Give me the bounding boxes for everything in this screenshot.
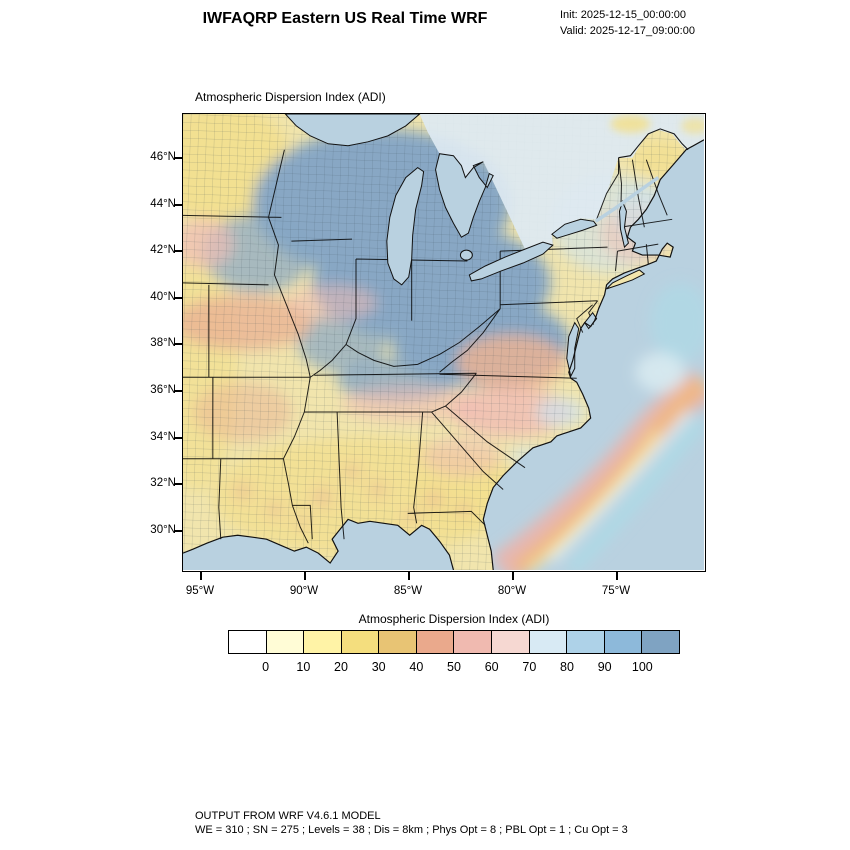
great-lakes xyxy=(284,113,629,378)
canada-region xyxy=(419,114,704,250)
lon-label: 80°W xyxy=(497,585,527,597)
lake-champlain xyxy=(618,199,629,249)
colorbar-tick-label: 60 xyxy=(484,660,499,674)
lat-tick xyxy=(174,157,182,159)
colorbar-title: Atmospheric Dispersion Index (ADI) xyxy=(358,612,550,626)
colorbar-box xyxy=(415,630,455,654)
colorbar-tick-label: 0 xyxy=(262,660,270,674)
lake-ontario xyxy=(551,218,598,239)
colorbar-tick-label: 30 xyxy=(371,660,386,674)
colorbar-box xyxy=(603,630,643,654)
colorbar-box xyxy=(265,630,305,654)
page-title: IWFAQRP Eastern US Real Time WRF xyxy=(202,10,488,27)
colorbar-tick-label: 20 xyxy=(334,660,348,674)
lat-label: 40°N xyxy=(150,291,176,303)
lon-tick xyxy=(512,571,514,580)
colorbar-ticks: 0 10 20 30 40 50 60 70 80 90 100 xyxy=(228,660,680,676)
lat-label: 34°N xyxy=(150,431,176,443)
lake-st-clair xyxy=(459,249,473,261)
international-border xyxy=(618,128,689,159)
lat-tick xyxy=(174,297,182,299)
colorbar-boxes xyxy=(228,630,680,654)
lat-label: 38°N xyxy=(150,337,176,349)
colorbar-box xyxy=(340,630,380,654)
wrf-map xyxy=(182,113,714,584)
lat-tick xyxy=(174,437,182,439)
lat-tick xyxy=(174,483,182,485)
lon-tick xyxy=(408,571,410,580)
colorbar-tick-label: 40 xyxy=(409,660,424,674)
lon-label: 75°W xyxy=(601,585,631,597)
lat-tick xyxy=(174,343,182,345)
lon-label: 85°W xyxy=(393,585,423,597)
lon-label: 90°W xyxy=(289,585,319,597)
lake-superior xyxy=(284,113,421,147)
valid-time-label: Valid: 2025-12-17_09:00:00 xyxy=(560,24,695,37)
lat-label: 36°N xyxy=(150,384,176,396)
coastline xyxy=(182,139,705,571)
gulf-stream xyxy=(491,282,714,584)
long-island xyxy=(606,269,646,290)
colorbar-box xyxy=(303,630,342,654)
lat-tick xyxy=(174,390,182,392)
lat-tick xyxy=(174,530,182,532)
colorbar-box xyxy=(528,630,568,654)
footer-model-line: OUTPUT FROM WRF V4.6.1 MODEL xyxy=(195,810,381,822)
lon-tick xyxy=(616,571,618,580)
lat-label: 46°N xyxy=(150,151,176,163)
st-lawrence-river xyxy=(594,176,660,223)
chesapeake-bay xyxy=(566,321,580,378)
colorbar-box xyxy=(491,630,530,654)
colorbar-box xyxy=(378,630,417,654)
colorbar-tick-label: 80 xyxy=(560,660,574,674)
colorbar-tick-label: 70 xyxy=(522,660,537,674)
colorbar-box xyxy=(566,630,605,654)
lat-label: 42°N xyxy=(150,244,176,256)
lon-label: 95°W xyxy=(185,585,215,597)
run-metadata: Init: 2025-12-15_00:00:00 Valid: 2025-12… xyxy=(560,8,695,40)
colorbar-box xyxy=(641,630,680,654)
map-title: Atmospheric Dispersion Index (ADI) xyxy=(195,90,386,104)
colorbar-box xyxy=(453,630,493,654)
lat-label: 32°N xyxy=(150,477,176,489)
lat-label: 44°N xyxy=(150,198,176,210)
colorbar-box xyxy=(228,630,267,654)
lat-label: 30°N xyxy=(150,524,176,536)
lake-michigan xyxy=(386,167,425,286)
lon-tick xyxy=(304,571,306,580)
colorbar-tick-label: 50 xyxy=(447,660,461,674)
lat-tick xyxy=(174,250,182,252)
map-canvas xyxy=(182,113,714,584)
lake-erie xyxy=(468,241,554,282)
lat-tick xyxy=(174,204,182,206)
init-time-label: Init: 2025-12-15_00:00:00 xyxy=(560,9,686,21)
colorbar-tick-label: 100 xyxy=(631,660,653,674)
colorbar-tick-label: 10 xyxy=(296,660,311,674)
colorbar-tick-label: 90 xyxy=(597,660,612,674)
lake-huron xyxy=(435,153,494,238)
footer-config-line: WE = 310 ; SN = 275 ; Levels = 38 ; Dis … xyxy=(195,824,628,836)
lon-tick xyxy=(200,571,202,580)
